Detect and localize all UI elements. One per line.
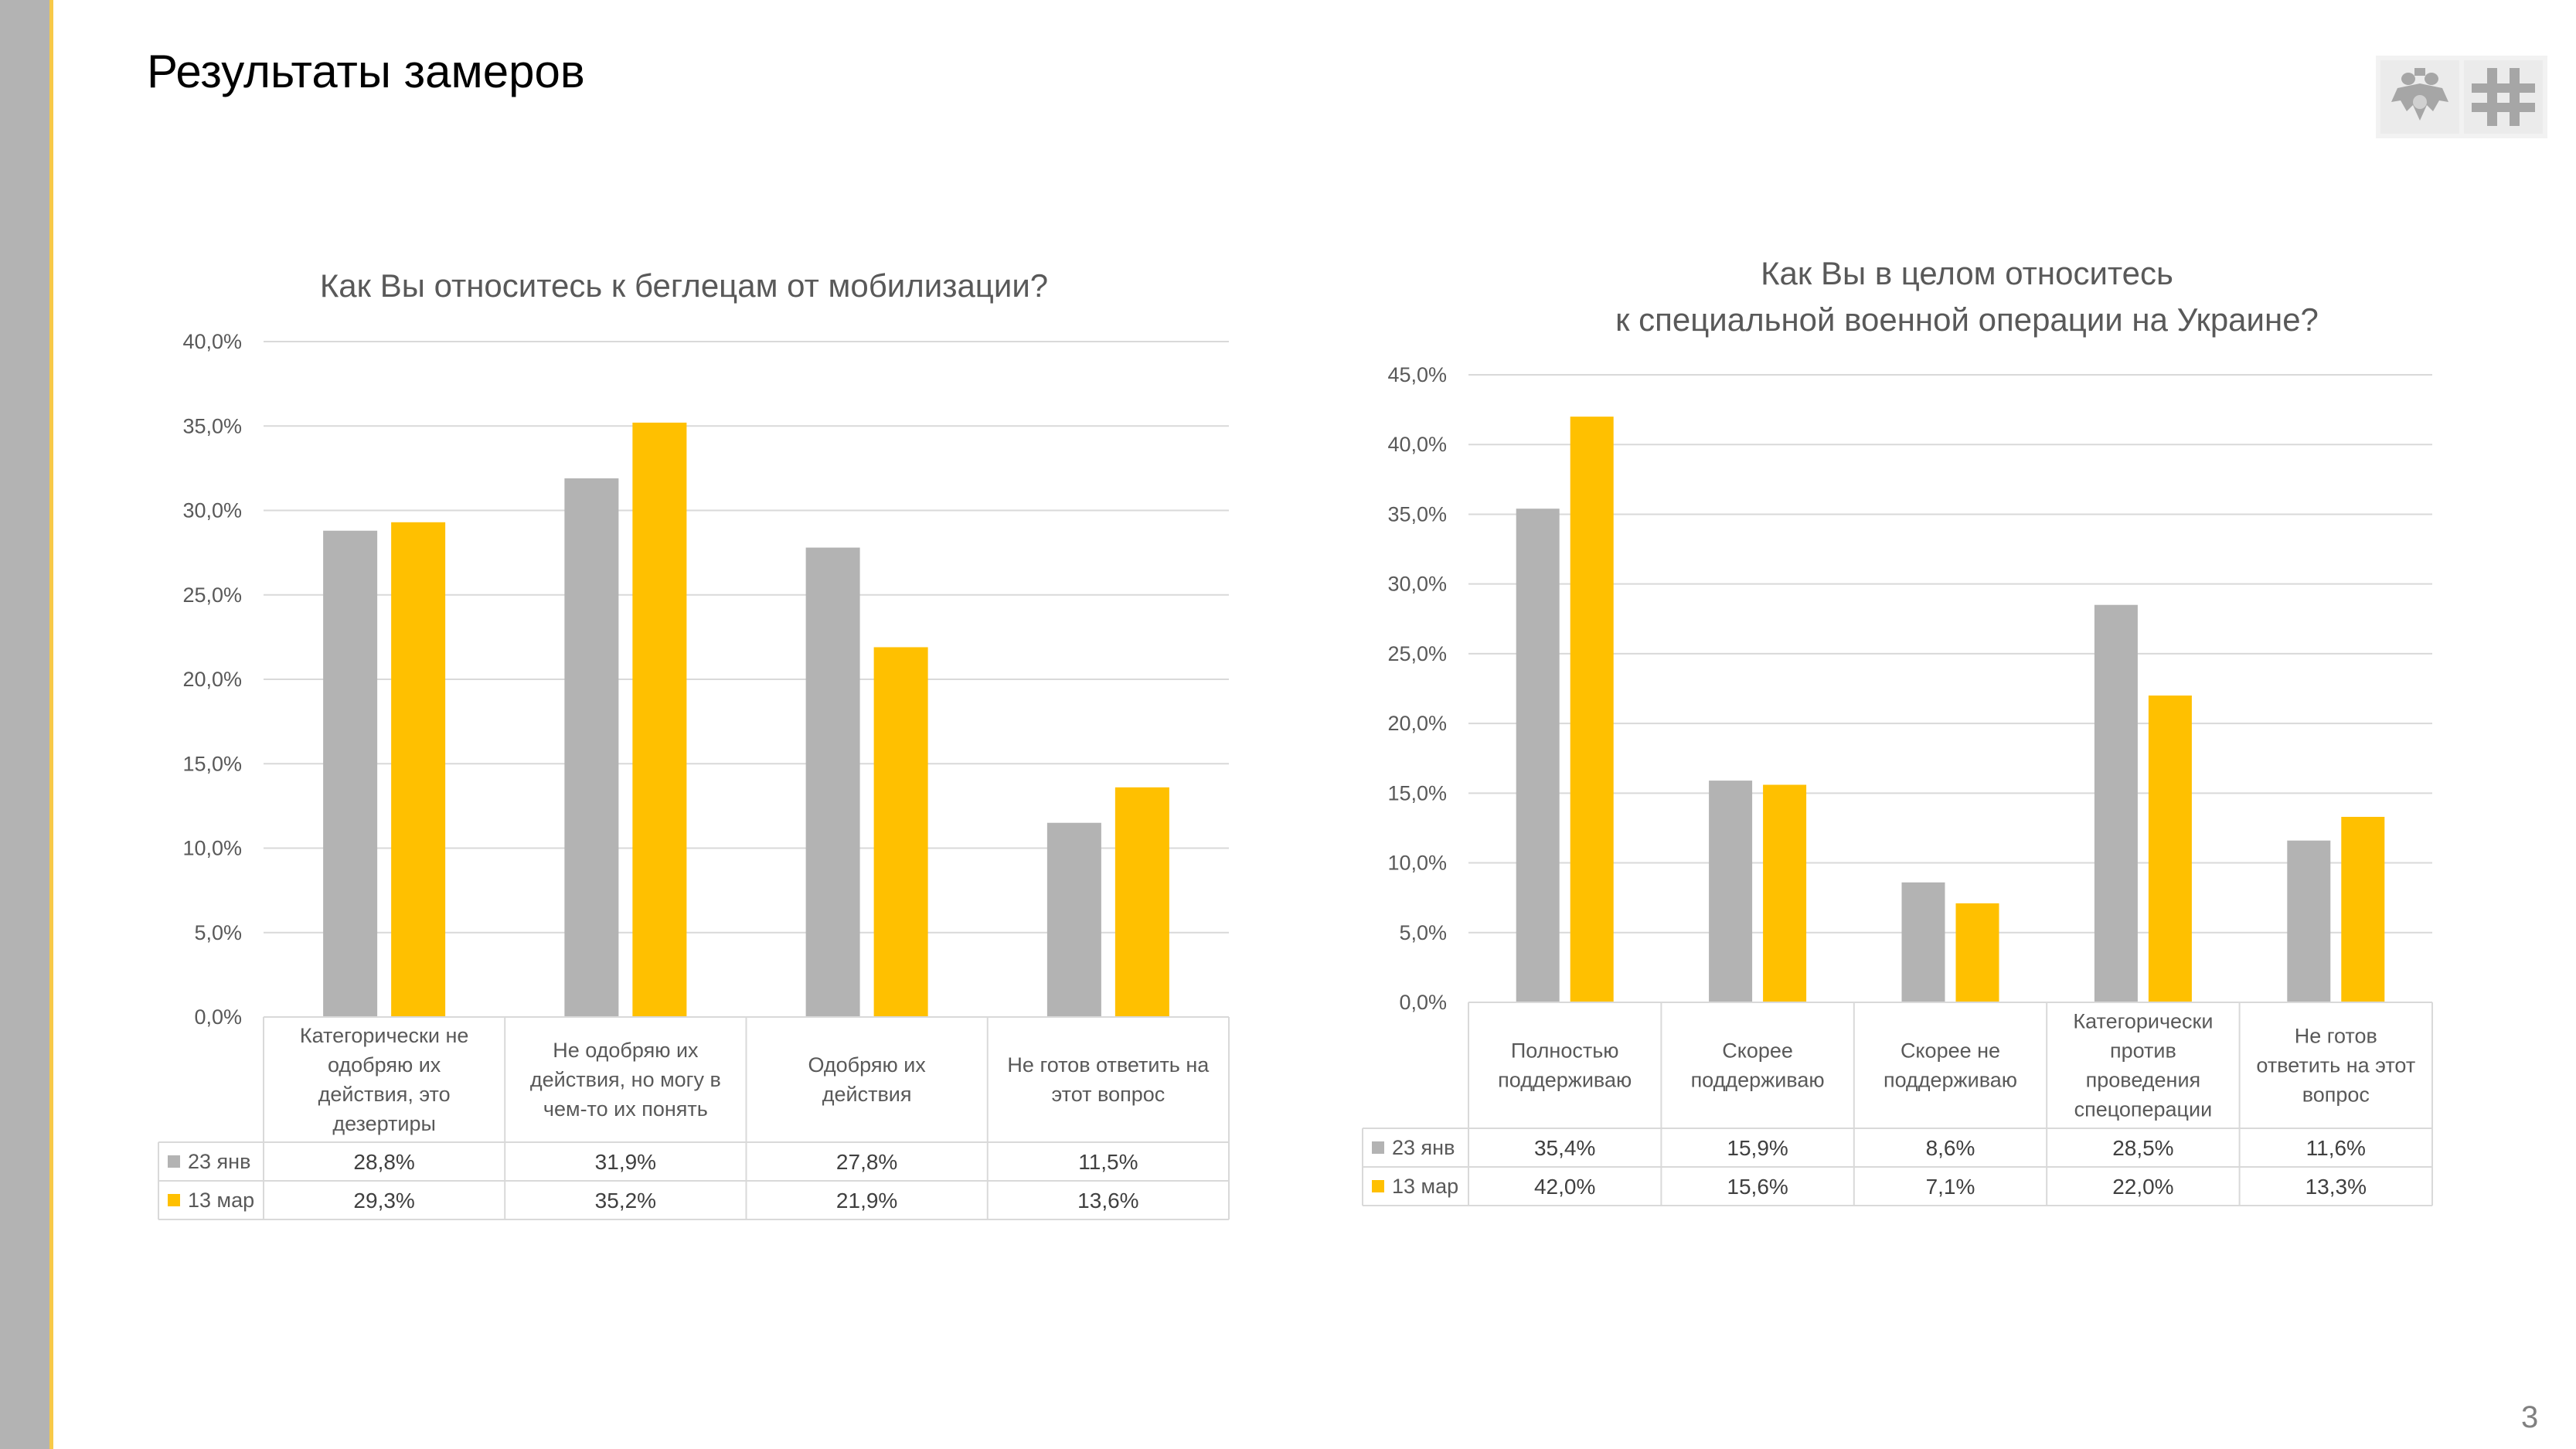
data-label: 27,8% bbox=[836, 1150, 897, 1174]
sidebar-accent-line bbox=[49, 0, 53, 1449]
bar bbox=[1046, 822, 1101, 1017]
bar bbox=[1114, 787, 1169, 1017]
bar bbox=[391, 522, 446, 1017]
category-label: чем-то их понять bbox=[543, 1097, 708, 1121]
data-label: 31,9% bbox=[595, 1150, 656, 1174]
category-label: действия, но могу в bbox=[530, 1068, 721, 1091]
bar bbox=[2287, 840, 2331, 1002]
category-label: против bbox=[2110, 1039, 2176, 1063]
data-label: 15,9% bbox=[1727, 1136, 1788, 1160]
data-label: 29,3% bbox=[353, 1189, 414, 1213]
cross-grid-icon bbox=[2464, 60, 2543, 134]
chart-title: к специальной военной операции на Украин… bbox=[1615, 301, 2319, 338]
data-label: 35,4% bbox=[1534, 1136, 1595, 1160]
category-label: одобряю их bbox=[328, 1053, 441, 1077]
y-tick-label: 45,0% bbox=[1387, 363, 1447, 386]
bar bbox=[1516, 509, 1560, 1002]
page-title: Результаты замеров bbox=[147, 46, 585, 97]
category-label: проведения bbox=[2086, 1069, 2201, 1092]
legend-swatch bbox=[168, 1194, 180, 1206]
data-label: 7,1% bbox=[1926, 1175, 1975, 1199]
category-label: Не готов bbox=[2295, 1025, 2377, 1048]
legend-swatch bbox=[168, 1155, 180, 1168]
bar bbox=[2094, 604, 2138, 1002]
logo-box bbox=[2376, 56, 2547, 138]
legend-label: 23 янв bbox=[1392, 1136, 1455, 1159]
bar bbox=[1570, 417, 1614, 1002]
category-label: Скорее не bbox=[1901, 1039, 2000, 1063]
category-label: Не одобряю их bbox=[553, 1039, 699, 1062]
legend-swatch bbox=[1372, 1180, 1384, 1192]
data-label: 28,5% bbox=[2112, 1136, 2173, 1160]
bar bbox=[1901, 882, 1945, 1002]
category-label: поддерживаю bbox=[1884, 1069, 2017, 1092]
category-label: Полностью bbox=[1511, 1039, 1619, 1063]
category-label: Скорее bbox=[1722, 1039, 1793, 1063]
data-label: 13,3% bbox=[2305, 1175, 2367, 1199]
y-tick-label: 40,0% bbox=[1387, 433, 1447, 456]
bar bbox=[1709, 781, 1753, 1002]
data-label: 35,2% bbox=[595, 1189, 656, 1213]
category-label: Не готов ответить на bbox=[1007, 1053, 1210, 1077]
category-label: этот вопрос bbox=[1052, 1083, 1165, 1106]
bar bbox=[2341, 817, 2385, 1002]
data-label: 22,0% bbox=[2112, 1175, 2173, 1199]
legend-label: 23 янв bbox=[188, 1150, 250, 1173]
category-label: поддерживаю bbox=[1498, 1069, 1632, 1092]
data-label: 28,8% bbox=[353, 1150, 414, 1174]
legend-swatch bbox=[1372, 1141, 1384, 1154]
data-label: 42,0% bbox=[1534, 1175, 1595, 1199]
slide-sidebar bbox=[0, 0, 49, 1449]
bar bbox=[323, 530, 378, 1017]
y-tick-label: 15,0% bbox=[1387, 781, 1447, 804]
bar bbox=[805, 547, 860, 1017]
category-label: Категорически bbox=[2073, 1010, 2213, 1033]
y-tick-label: 0,0% bbox=[1399, 991, 1447, 1014]
y-tick-label: 35,0% bbox=[1387, 502, 1447, 526]
y-tick-label: 35,0% bbox=[182, 414, 242, 437]
bar bbox=[1955, 903, 1999, 1002]
data-label: 8,6% bbox=[1926, 1136, 1975, 1160]
y-tick-label: 10,0% bbox=[182, 837, 242, 860]
category-label: Категорически не bbox=[300, 1024, 469, 1047]
y-tick-label: 25,0% bbox=[1387, 642, 1447, 665]
y-tick-label: 0,0% bbox=[194, 1005, 242, 1029]
y-tick-label: 20,0% bbox=[182, 668, 242, 691]
category-label: действия, это bbox=[318, 1083, 451, 1106]
chart-special-operation-attitude: Как Вы в целом относитесь к специальной в… bbox=[1362, 255, 2433, 1206]
chart-title: Как Вы относитесь к беглецам от мобилиза… bbox=[320, 267, 1048, 304]
y-tick-label: 10,0% bbox=[1387, 852, 1447, 875]
legend-label: 13 мар bbox=[188, 1189, 254, 1212]
bar bbox=[1763, 784, 1807, 1002]
y-tick-label: 30,0% bbox=[1387, 573, 1447, 596]
y-tick-label: 30,0% bbox=[182, 499, 242, 522]
category-label: спецоперации bbox=[2074, 1098, 2213, 1121]
bar bbox=[873, 647, 928, 1017]
chart-title: Как Вы в целом относитесь bbox=[1761, 255, 2173, 291]
category-label: действия bbox=[822, 1083, 912, 1106]
y-tick-label: 15,0% bbox=[182, 752, 242, 775]
data-label: 11,6% bbox=[2306, 1136, 2366, 1160]
category-label: ответить на этот bbox=[2256, 1054, 2415, 1077]
category-label: вопрос bbox=[2302, 1083, 2370, 1107]
bar bbox=[2148, 696, 2192, 1002]
y-tick-label: 5,0% bbox=[194, 921, 242, 944]
y-tick-label: 40,0% bbox=[182, 330, 242, 353]
page-number: 3 bbox=[2521, 1400, 2539, 1434]
data-label: 15,6% bbox=[1727, 1175, 1788, 1199]
data-label: 21,9% bbox=[836, 1189, 897, 1213]
bar bbox=[564, 478, 619, 1017]
legend-label: 13 мар bbox=[1392, 1175, 1458, 1198]
eagle-emblem-icon bbox=[2380, 60, 2459, 134]
y-tick-label: 20,0% bbox=[1387, 712, 1447, 735]
category-label: Одобряю их bbox=[808, 1053, 926, 1077]
data-label: 11,5% bbox=[1078, 1150, 1138, 1174]
category-label: поддерживаю bbox=[1691, 1069, 1825, 1092]
bar bbox=[632, 422, 687, 1017]
chart-mobilization-attitude: Как Вы относитесь к беглецам от мобилиза… bbox=[158, 267, 1230, 1220]
data-label: 13,6% bbox=[1077, 1189, 1138, 1213]
y-tick-label: 25,0% bbox=[182, 583, 242, 607]
y-tick-label: 5,0% bbox=[1399, 921, 1447, 944]
category-label: дезертиры bbox=[332, 1112, 436, 1135]
